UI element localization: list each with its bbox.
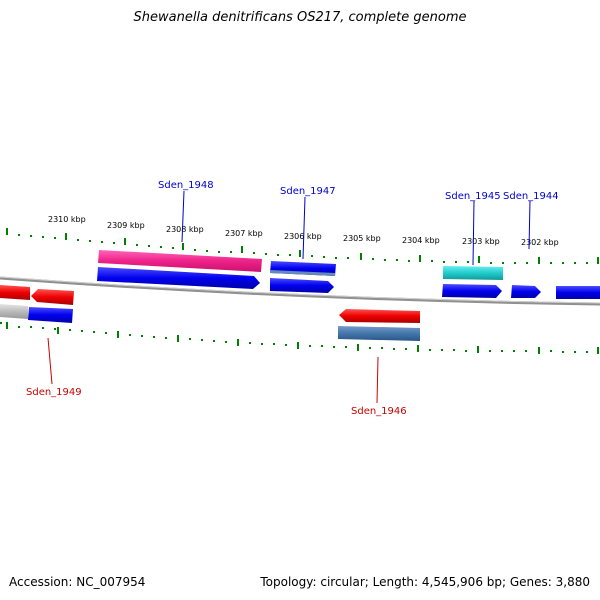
gene-block[interactable] bbox=[0, 304, 28, 319]
gene-sden-1944-block[interactable] bbox=[511, 285, 541, 298]
gene-label-sden-1946[interactable]: Sden_1946 bbox=[351, 406, 407, 417]
tick-label: 2306 kbp bbox=[284, 232, 322, 241]
gene-block[interactable] bbox=[97, 267, 260, 289]
gene-block[interactable] bbox=[28, 307, 73, 323]
tick-label: 2303 kbp bbox=[462, 237, 500, 246]
gene-label-sden-1949[interactable]: Sden_1949 bbox=[26, 387, 82, 398]
gene-sden-1948-block[interactable] bbox=[98, 250, 262, 272]
gene-label-sden-1947[interactable]: Sden_1947 bbox=[280, 186, 336, 197]
map-title: Shewanella denitrificans OS217, complete… bbox=[133, 10, 467, 25]
upper-scale-ruler bbox=[6, 228, 599, 264]
label-leaders bbox=[47, 190, 531, 404]
tick-label: 2308 kbp bbox=[166, 225, 204, 234]
gene-block[interactable] bbox=[338, 326, 420, 341]
gene-sden-1946-block[interactable] bbox=[339, 309, 420, 323]
scale-tick-labels: 2310 kbp 2309 kbp 2308 kbp 2307 kbp 2306… bbox=[48, 215, 559, 247]
tick-label: 2302 kbp bbox=[521, 238, 559, 247]
lower-scale-ruler bbox=[0, 322, 599, 354]
gene-label-sden-1948[interactable]: Sden_1948 bbox=[158, 180, 214, 191]
gene-label-sden-1945[interactable]: Sden_1945 bbox=[445, 191, 501, 202]
gene-block[interactable] bbox=[442, 284, 502, 298]
tick-label: 2304 kbp bbox=[402, 236, 440, 245]
tick-label: 2310 kbp bbox=[48, 215, 86, 224]
forward-strand-genes bbox=[97, 250, 600, 299]
genome-backbone bbox=[0, 276, 600, 306]
gene-label-sden-1944[interactable]: Sden_1944 bbox=[503, 191, 559, 202]
tick-label: 2309 kbp bbox=[107, 221, 145, 230]
gene-sden-1949-block[interactable] bbox=[31, 289, 74, 305]
gene-block[interactable] bbox=[0, 285, 30, 300]
tick-label: 2305 kbp bbox=[343, 234, 381, 243]
gene-labels: Sden_1948 Sden_1947 Sden_1945 Sden_1944 … bbox=[26, 180, 559, 417]
tick-label: 2307 kbp bbox=[225, 229, 263, 238]
genome-summary-text: Topology: circular; Length: 4,545,906 bp… bbox=[260, 575, 590, 589]
accession-text: Accession: NC_007954 bbox=[9, 575, 146, 589]
gene-block[interactable] bbox=[556, 286, 600, 299]
gene-block[interactable] bbox=[270, 278, 334, 293]
gene-sden-1945-block[interactable] bbox=[443, 266, 503, 280]
reverse-strand-genes bbox=[0, 285, 420, 341]
